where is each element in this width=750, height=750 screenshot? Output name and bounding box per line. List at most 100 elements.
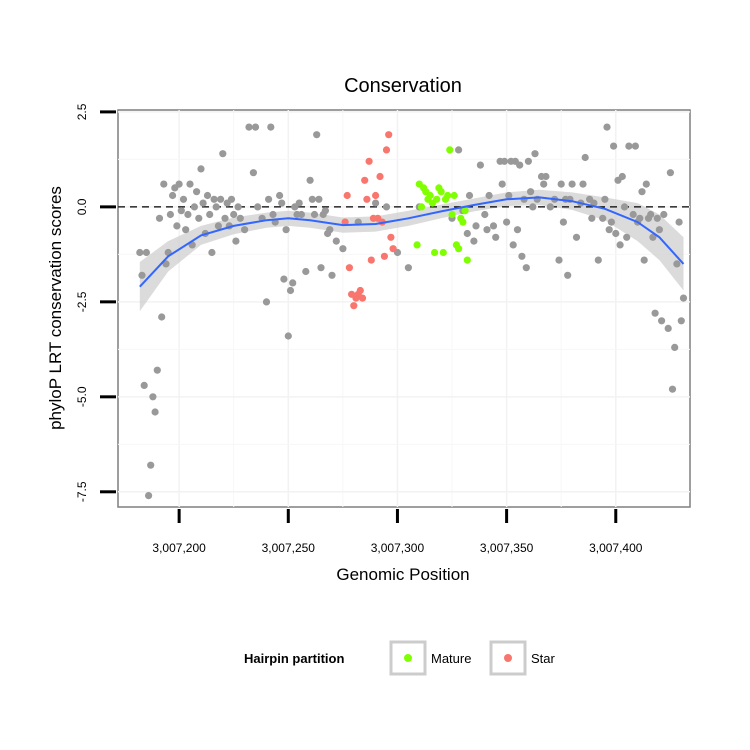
legend-marker-mature xyxy=(404,654,412,662)
point-other-79 xyxy=(326,226,334,234)
point-other-55 xyxy=(267,123,275,131)
point-other-4 xyxy=(145,492,153,500)
point-other-153 xyxy=(629,210,637,219)
x-tick-label-2: 3,007,300 xyxy=(371,541,425,555)
point-other-38 xyxy=(219,150,227,158)
point-other-15 xyxy=(169,191,177,200)
point-other-99 xyxy=(485,191,493,200)
point-mature-16 xyxy=(448,210,456,219)
point-other-56 xyxy=(269,210,277,219)
point-other-143 xyxy=(605,226,613,234)
point-other-33 xyxy=(208,248,216,257)
point-star-20 xyxy=(385,131,393,139)
point-other-84 xyxy=(372,199,380,207)
point-other-125 xyxy=(555,256,563,264)
point-other-63 xyxy=(286,286,295,295)
point-other-12 xyxy=(162,260,170,268)
y-axis: 2.5 0.0 -2.5 -5.0 -7.5 xyxy=(75,103,116,502)
x-tick-label-4: 3,007,400 xyxy=(589,541,643,555)
point-star-11 xyxy=(365,157,373,165)
point-other-108 xyxy=(509,241,517,249)
point-other-173 xyxy=(675,218,683,226)
point-other-27 xyxy=(195,214,203,222)
point-other-135 xyxy=(581,153,589,162)
point-other-43 xyxy=(230,210,238,219)
point-other-110 xyxy=(513,226,522,234)
series-other xyxy=(136,123,688,500)
point-other-85 xyxy=(382,203,391,211)
point-other-162 xyxy=(649,233,657,241)
point-other-139 xyxy=(594,256,602,264)
point-other-18 xyxy=(175,180,183,188)
point-other-146 xyxy=(612,229,620,238)
point-other-111 xyxy=(516,161,524,169)
point-other-166 xyxy=(658,317,666,325)
point-other-11 xyxy=(160,180,168,188)
point-other-45 xyxy=(234,203,242,211)
point-other-104 xyxy=(500,157,508,165)
point-mature-2 xyxy=(417,203,426,211)
point-other-117 xyxy=(529,203,537,211)
point-other-49 xyxy=(249,169,257,177)
plot-panel xyxy=(117,109,691,508)
point-other-59 xyxy=(278,199,286,207)
point-other-171 xyxy=(671,343,679,351)
point-other-26 xyxy=(193,188,201,196)
point-other-50 xyxy=(251,123,260,131)
point-other-0 xyxy=(136,248,144,257)
x-tick-label-0: 3,007,200 xyxy=(152,541,206,555)
x-axis: 3,007,200 3,007,250 3,007,300 3,007,350 3,00… xyxy=(152,509,643,555)
y-tick-label-2: -2.5 xyxy=(75,291,89,312)
point-other-54 xyxy=(265,195,273,203)
point-other-145 xyxy=(610,142,618,150)
point-other-169 xyxy=(666,169,675,177)
x-tick-label-1: 3,007,250 xyxy=(262,541,316,555)
point-other-121 xyxy=(540,180,548,188)
legend-title: Hairpin partition xyxy=(244,651,344,666)
point-other-5 xyxy=(147,461,155,469)
point-other-168 xyxy=(664,324,672,332)
point-other-161 xyxy=(647,210,655,219)
point-other-29 xyxy=(199,199,207,207)
point-mature-0 xyxy=(413,241,421,249)
point-mature-22 xyxy=(461,207,469,215)
point-other-47 xyxy=(241,226,249,234)
point-other-174 xyxy=(677,317,685,325)
point-other-34 xyxy=(210,195,218,203)
point-other-1 xyxy=(138,271,146,279)
point-other-75 xyxy=(317,264,325,272)
point-other-118 xyxy=(531,150,539,158)
point-mature-6 xyxy=(426,191,434,200)
point-other-62 xyxy=(284,332,292,340)
point-other-3 xyxy=(142,248,150,257)
point-other-115 xyxy=(524,157,533,165)
series-star xyxy=(341,131,397,310)
point-other-92 xyxy=(463,229,471,238)
point-other-51 xyxy=(254,203,262,211)
point-other-167 xyxy=(660,210,668,219)
point-other-53 xyxy=(262,298,271,306)
point-other-123 xyxy=(546,203,554,211)
point-other-157 xyxy=(638,188,646,196)
point-star-8 xyxy=(358,294,367,302)
point-other-67 xyxy=(295,199,303,207)
y-axis-title: phyloP LRT conservation scores xyxy=(46,186,65,430)
point-other-137 xyxy=(588,214,596,222)
point-other-77 xyxy=(321,207,329,215)
legend-marker-star xyxy=(504,654,512,662)
point-other-8 xyxy=(153,366,161,374)
point-other-72 xyxy=(310,210,319,219)
point-star-21 xyxy=(387,233,395,241)
point-other-140 xyxy=(599,214,607,222)
point-other-98 xyxy=(483,226,491,234)
point-other-126 xyxy=(557,180,565,188)
point-mature-11 xyxy=(437,188,445,196)
point-mature-23 xyxy=(463,256,471,264)
point-mature-19 xyxy=(455,245,463,253)
point-other-122 xyxy=(542,172,550,181)
point-other-116 xyxy=(527,188,535,196)
point-other-73 xyxy=(313,131,321,139)
point-other-148 xyxy=(616,241,624,249)
point-other-127 xyxy=(559,218,568,226)
x-axis-title: Genomic Position xyxy=(336,565,469,584)
